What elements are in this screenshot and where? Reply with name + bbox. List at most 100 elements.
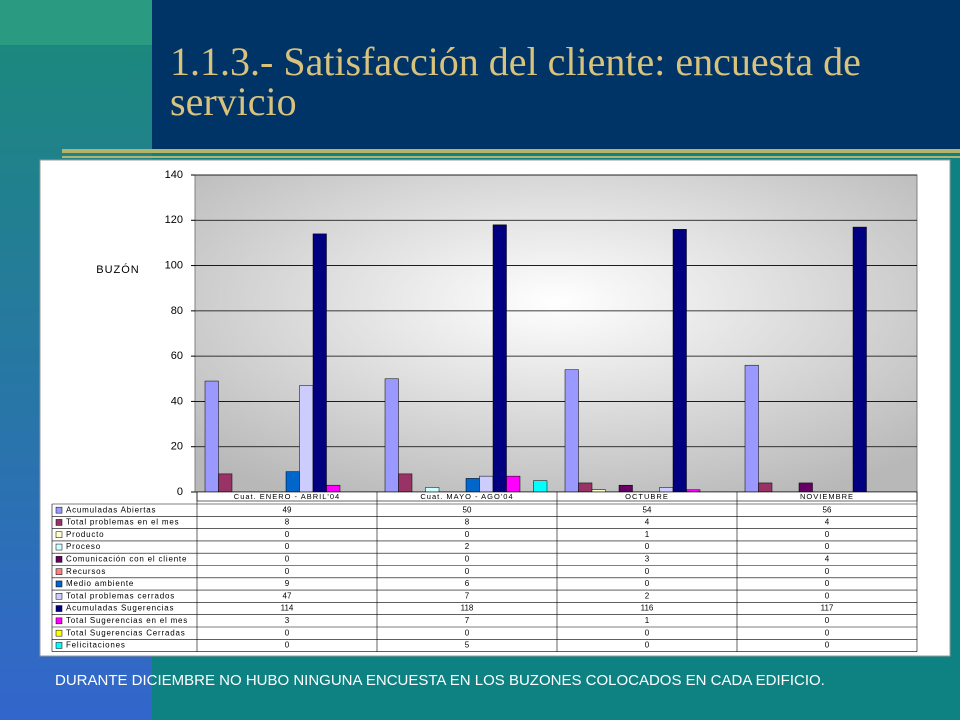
legend-label: Recursos <box>66 567 106 576</box>
footnote: DURANTE DICIEMBRE NO HUBO NINGUNA ENCUES… <box>55 672 825 689</box>
legend-swatch <box>55 531 63 538</box>
y-tick-label: 40 <box>171 395 183 407</box>
legend-label: Acumuladas Abiertas <box>66 505 156 514</box>
legend-swatch <box>55 556 63 563</box>
bar <box>798 482 813 493</box>
legend-label: Producto <box>66 530 104 539</box>
bar <box>384 378 399 493</box>
table-value: 8 <box>465 518 470 527</box>
chart-title: 1.1.3.- Satisfacción del cliente: encues… <box>170 42 861 124</box>
table-value: 0 <box>465 628 470 637</box>
table-value: 54 <box>643 505 652 514</box>
bar <box>744 364 759 493</box>
table-value: 5 <box>465 641 470 650</box>
x-tick-label: OCTUBRE <box>625 492 669 501</box>
table-value: 0 <box>825 628 830 637</box>
y-axis-label: BUZÓN <box>96 263 140 276</box>
table-value: 0 <box>825 542 830 551</box>
legend-label: Comunicación con el cliente <box>66 554 187 563</box>
table-value: 0 <box>645 641 650 650</box>
table-value: 0 <box>825 530 830 539</box>
bar <box>672 229 687 493</box>
y-tick-label: 100 <box>165 259 183 271</box>
table-value: 0 <box>465 530 470 539</box>
bar <box>204 380 219 493</box>
table-value: 1 <box>645 530 650 539</box>
bar <box>285 471 300 493</box>
bar <box>492 224 507 493</box>
x-tick-label: NOVIEMBRE <box>800 492 854 501</box>
table-value: 117 <box>821 604 834 613</box>
y-tick-label: 140 <box>165 169 183 181</box>
table-value: 3 <box>645 554 650 563</box>
legend-label: Total Sugerencias en el mes <box>66 616 188 625</box>
bar <box>591 489 606 493</box>
y-tick-label: 20 <box>171 441 183 453</box>
legend-label: Total Sugerencias Cerradas <box>66 628 186 637</box>
table-value: 3 <box>285 616 290 625</box>
y-tick-label: 0 <box>177 486 183 498</box>
legend-label: Total problemas cerrados <box>66 591 175 600</box>
table-value: 8 <box>285 518 290 527</box>
y-tick-label: 80 <box>171 305 183 317</box>
legend-swatch <box>55 642 63 649</box>
legend-swatch <box>55 543 63 551</box>
table-value: 0 <box>465 554 470 563</box>
table-value: 2 <box>645 591 650 600</box>
y-tick-label: 120 <box>165 214 183 226</box>
table-value: 0 <box>825 567 830 576</box>
bar <box>758 482 773 493</box>
bar <box>398 473 413 493</box>
table-value: 0 <box>285 567 290 576</box>
legend-label: Total problemas en el mes <box>66 518 179 527</box>
title-box: 1.1.3.- Satisfacción del cliente: encues… <box>170 42 861 124</box>
table-value: 4 <box>825 554 830 563</box>
table-value: 114 <box>281 604 294 613</box>
table-value: 0 <box>285 628 290 637</box>
table-value: 6 <box>465 579 470 588</box>
table-value: 0 <box>285 641 290 650</box>
x-tick-label: Cuat. MAYO - AGO'04 <box>420 492 513 501</box>
legend-swatch <box>55 568 63 575</box>
rule <box>62 149 960 153</box>
rule <box>62 156 960 158</box>
x-tick-label: Cuat. ENERO - ABRIL'04 <box>234 492 340 501</box>
table-value: 9 <box>285 579 290 588</box>
bar <box>852 226 867 493</box>
table-value: 0 <box>825 591 830 600</box>
bar <box>506 475 521 493</box>
legend-swatch <box>55 506 63 514</box>
legend-label: Medio ambiente <box>66 579 134 588</box>
legend-label: Felicitaciones <box>66 641 126 650</box>
table-value: 118 <box>461 604 474 613</box>
table-value: 7 <box>465 616 470 625</box>
legend-label: Proceso <box>66 542 101 551</box>
table-value: 0 <box>465 567 470 576</box>
bar <box>533 480 548 493</box>
table-value: 116 <box>641 604 654 613</box>
bar <box>479 475 494 493</box>
legend-swatch <box>55 593 63 600</box>
legend-swatch <box>55 617 63 625</box>
bar <box>326 484 341 493</box>
bar <box>218 473 233 493</box>
table-value: 0 <box>285 542 290 551</box>
bar <box>299 385 314 493</box>
table-value: 0 <box>645 628 650 637</box>
table-value: 4 <box>825 518 830 527</box>
bar <box>618 484 633 493</box>
table-value: 49 <box>283 505 292 514</box>
legend-swatch <box>55 519 63 526</box>
table-value: 1 <box>645 616 650 625</box>
table-value: 7 <box>465 591 470 600</box>
table-value: 0 <box>285 554 290 563</box>
legend-swatch <box>55 605 63 612</box>
table-value: 50 <box>463 505 472 514</box>
table-value: 56 <box>823 505 832 514</box>
bar <box>564 369 579 493</box>
table-value: 0 <box>825 579 830 588</box>
table-value: 0 <box>825 616 830 625</box>
table-value: 0 <box>825 641 830 650</box>
table-value: 0 <box>645 542 650 551</box>
